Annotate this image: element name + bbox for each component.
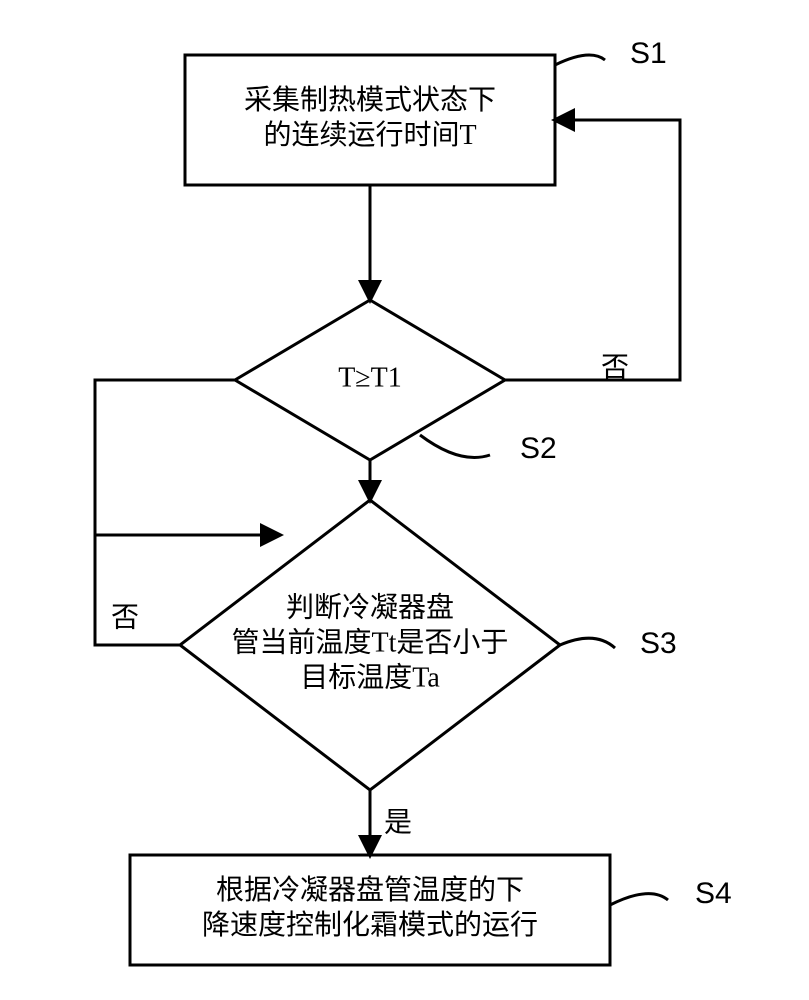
node-s2-line0: T≥T1	[338, 362, 402, 393]
node-s1-line1: 的连续运行时间T	[263, 119, 476, 151]
node-s1: 采集制热模式状态下的连续运行时间T S1	[185, 37, 667, 185]
node-s2: T≥T1 S2	[235, 300, 557, 465]
node-s3-line1: 管当前温度Tt是否小于	[232, 626, 509, 658]
edge-label-4: 否	[111, 602, 139, 633]
step-label-s4: S4	[695, 877, 732, 910]
edge-s2-right-no: 否	[505, 120, 680, 383]
node-s1-line0: 采集制热模式状态下	[244, 84, 496, 116]
flowchart: 否否是 采集制热模式状态下的连续运行时间TS1T≥T1S2判断冷凝器盘管当前温度…	[0, 0, 809, 1000]
node-s4-line1: 降速度控制化霜模式的运行	[202, 909, 538, 941]
node-s4: 根据冷凝器盘管温度的下降速度控制化霜模式的运行 S4	[130, 855, 732, 965]
lead-s1	[555, 55, 605, 65]
step-label-s3: S3	[640, 627, 677, 660]
edge-label-1: 否	[601, 352, 629, 383]
node-s4-line0: 根据冷凝器盘管温度的下	[216, 874, 524, 906]
step-label-s1: S1	[630, 37, 667, 70]
step-label-s2: S2	[520, 432, 557, 465]
lead-s4	[610, 894, 668, 905]
lead-s2	[420, 435, 490, 458]
edge-label-5: 是	[384, 807, 412, 838]
node-s3: 判断冷凝器盘管当前温度Tt是否小于目标温度Ta S3	[180, 500, 677, 790]
edge-s2-left-wrap	[95, 380, 280, 535]
edge-s3-left-no: 否	[95, 535, 180, 645]
edge-s3-bottom-yes: 是	[370, 790, 412, 855]
node-s3-line2: 目标温度Ta	[300, 661, 440, 693]
lead-s3	[560, 638, 615, 648]
node-s3-line0: 判断冷凝器盘	[286, 591, 454, 623]
